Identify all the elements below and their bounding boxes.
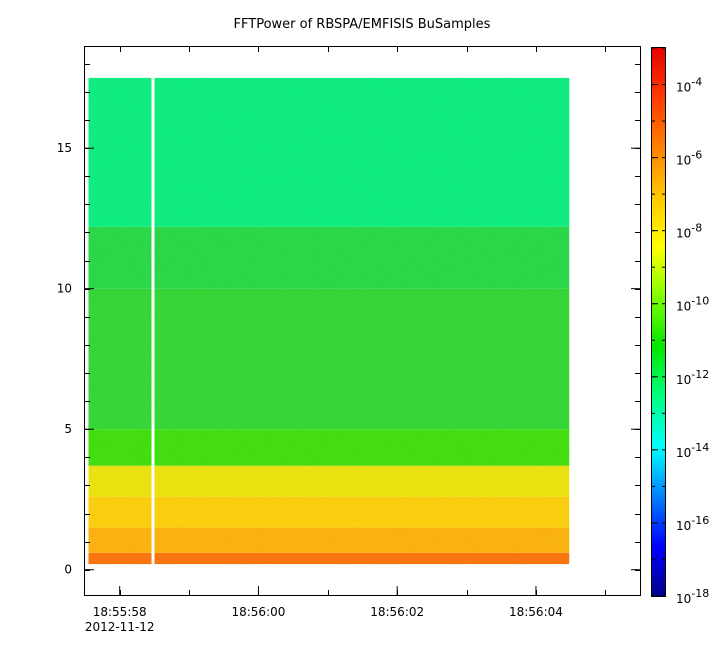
colorbar-tick-label: 10-10 [676,295,709,314]
x-tick-label: 18:56:02 [370,605,424,619]
y-tick-label: 5 [64,422,72,436]
y-tick-label: 0 [64,563,72,577]
y-tick-label: 15 [57,141,72,155]
chart-title: FFTPower of RBSPA/EMFISIS BuSamples [233,17,491,32]
colorbar-tick-label: 10-18 [676,587,709,606]
x-date-label: 2012-11-12 [85,620,155,634]
x-axis: 18:55:58 18:56:00 18:56:02 18:56:04 [93,47,606,619]
colorbar-tick-label: 10-6 [676,149,702,168]
colorbar [651,47,666,597]
spectrogram-texture [88,77,570,565]
colorbar-tick-label: 10-4 [676,76,702,95]
colorbar-tick-label: 10-16 [676,514,709,533]
data-gap [151,77,155,565]
x-tick-label: 18:55:58 [93,605,147,619]
x-tick-label: 18:56:00 [231,605,285,619]
colorbar-tick-label: 10-14 [676,441,709,460]
x-tick-label: 18:56:04 [509,605,563,619]
colorbar-tick-label: 10-12 [676,368,709,387]
y-axis: 0 5 10 15 [57,64,640,577]
colorbar-tick-label: 10-8 [676,222,702,241]
y-tick-label: 10 [57,282,72,296]
